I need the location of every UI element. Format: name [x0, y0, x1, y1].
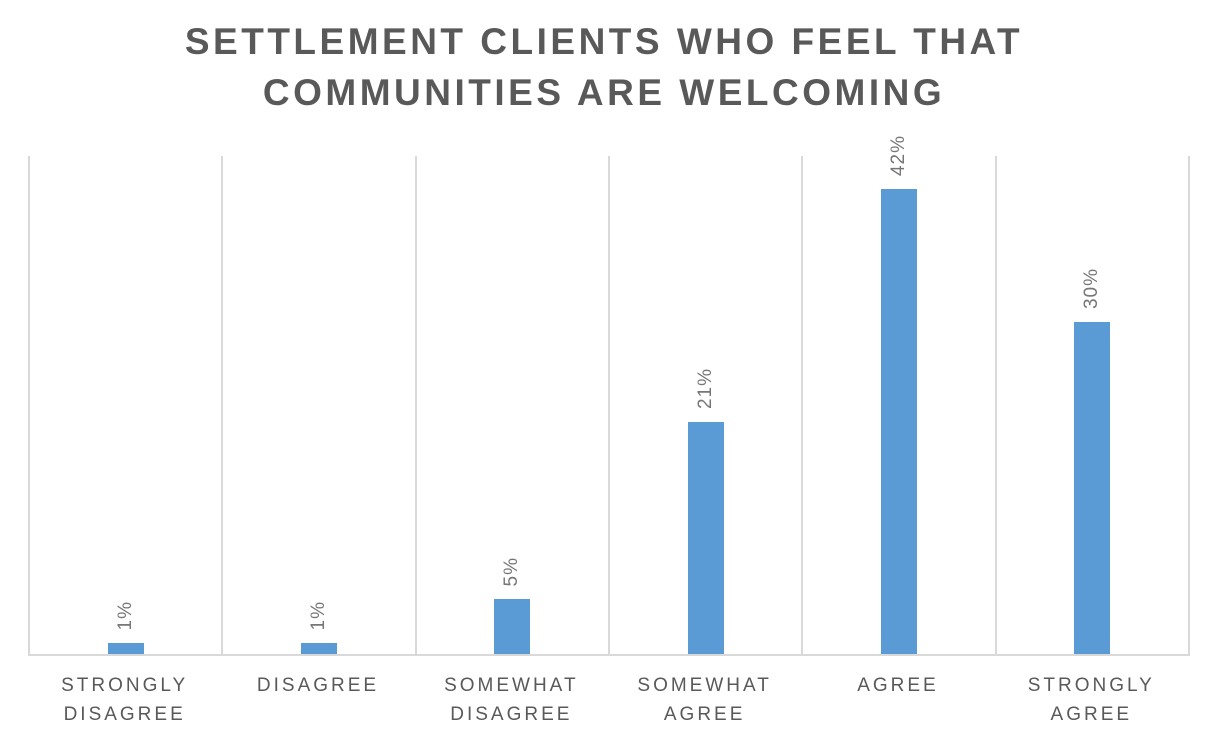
- chart-title-line-2: COMMUNITIES ARE WELCOMING: [262, 72, 946, 113]
- bar-somewhat-agree: [687, 422, 724, 654]
- bar-value-label-wrapper: 1%: [223, 601, 414, 635]
- bar-strongly-agree: [1074, 322, 1111, 654]
- bar-value-label-wrapper: 21%: [610, 368, 801, 414]
- bar-value-label-wrapper: 1%: [30, 601, 221, 635]
- bar-strongly-disagree: [107, 643, 144, 654]
- category-slot-strongly-agree: 30%: [994, 156, 1188, 654]
- category-slot-strongly-disagree: 1%: [28, 156, 221, 654]
- bar-value-label-wrapper: 30%: [997, 268, 1188, 314]
- category-slot-disagree: 1%: [221, 156, 414, 654]
- bar-value-label: 1%: [114, 600, 136, 630]
- x-axis-label-somewhat-agree: SOMEWHAT AGREE: [637, 675, 772, 725]
- bar-value-label: 30%: [1081, 267, 1103, 309]
- chart-title-line-1: SETTLEMENT CLIENTS WHO FEEL THAT: [184, 21, 1024, 62]
- bar-value-label-wrapper: 5%: [417, 557, 608, 591]
- x-axis: STRONGLY DISAGREE DISAGREE SOMEWHAT DISAGR…: [28, 671, 1188, 729]
- bar-value-label-wrapper: 42%: [803, 135, 994, 181]
- bar-value-label: 42%: [887, 134, 909, 176]
- chart-title: SETTLEMENT CLIENTS WHO FEEL THAT COMMUNI…: [0, 16, 1208, 118]
- bar-somewhat-disagree: [494, 599, 531, 654]
- plot-area: 1% 1% 5% 21% 42% 30%: [28, 135, 1190, 656]
- bar-agree: [880, 189, 917, 654]
- x-axis-label-somewhat-disagree: SOMEWHAT DISAGREE: [444, 675, 579, 725]
- category-slot-somewhat-agree: 21%: [607, 156, 801, 654]
- bar-value-label: 1%: [307, 600, 329, 630]
- category-slot-agree: 42%: [801, 135, 994, 654]
- category-slot-somewhat-disagree: 5%: [414, 156, 608, 654]
- bar-disagree: [300, 643, 337, 654]
- bar-value-label: 21%: [694, 367, 716, 409]
- x-axis-label-agree: AGREE: [857, 675, 939, 696]
- x-axis-label-disagree: DISAGREE: [256, 675, 380, 696]
- x-axis-label-strongly-disagree: STRONGLY DISAGREE: [61, 675, 189, 725]
- bar-value-label: 5%: [501, 556, 523, 586]
- x-axis-label-strongly-agree: STRONGLY AGREE: [1027, 675, 1155, 725]
